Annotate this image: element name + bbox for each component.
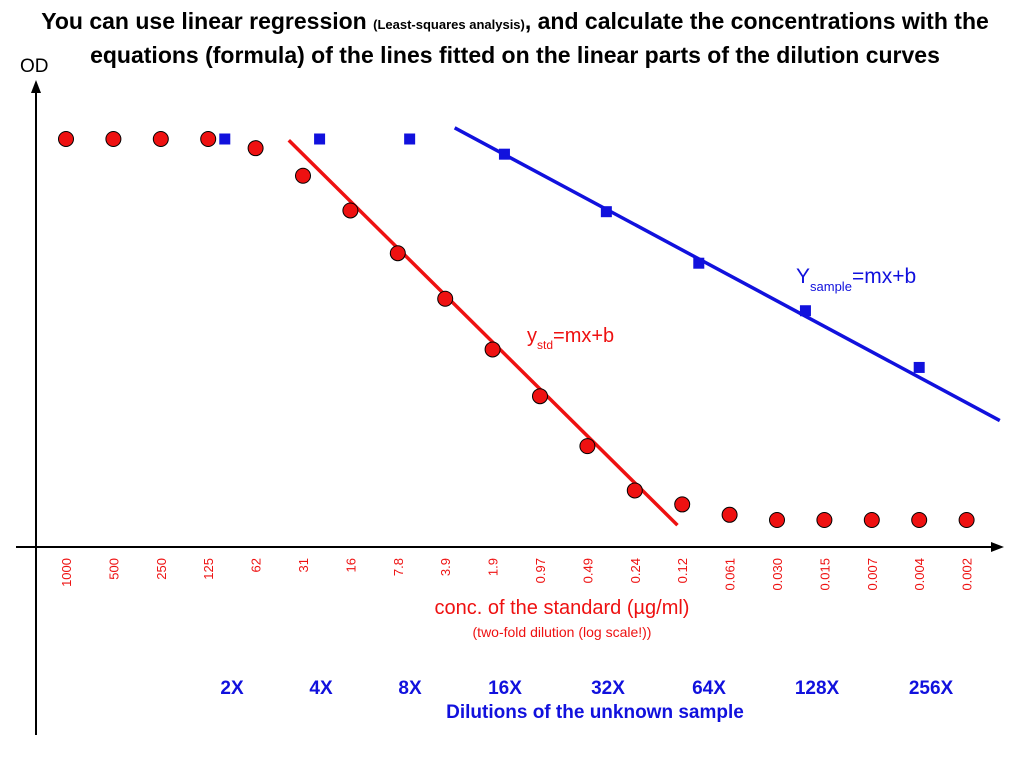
x-tick-label: 7.8 [391,558,406,576]
sample-fit-line [453,126,1001,423]
x-tick-label: 1000 [59,558,74,587]
standard-point [105,131,122,147]
data-markers [58,131,975,528]
standard-point [816,512,833,528]
dilution-caption: Dilutions of the unknown sample [446,702,744,723]
standard-point [484,341,501,358]
standard-point [532,388,548,405]
x-tick-label: 0.12 [675,558,690,583]
x-tick-label: 0.002 [960,558,975,591]
dilution-label: 8X [398,678,422,699]
sample-point [600,206,612,218]
sample-point [314,133,326,145]
dilution-label: 32X [591,678,625,699]
standard-point [721,506,738,523]
standard-equation-label: ystd=mx+b [527,325,614,352]
standard-point [579,438,596,455]
y-axis-arrow [31,80,41,93]
standard-point [769,512,785,528]
standard-point [342,202,359,219]
chart-labels: OD 1000 500 250 125 62 31 16 7.8 3.9 1.9 0.97 0.49 0.… [20,56,975,723]
standard-point [152,131,169,147]
standard-point [674,496,691,513]
x-tick-label: 500 [106,558,121,580]
x-tick-label: 125 [201,558,216,580]
x-tick-label: 3.9 [438,558,453,576]
standard-point [58,131,74,147]
x-tick-label: 62 [249,558,264,572]
standard-point [200,131,217,147]
sample-point [799,305,811,317]
y-axis-label: OD [20,56,49,77]
title-part-small: (Least-squares analysis) [373,17,525,32]
x-axis-label: conc. of the standard (µg/ml) [435,597,690,619]
standard-point [247,140,264,157]
dilution-label: 2X [220,678,244,699]
x-axis-arrow [991,542,1004,552]
x-tick-label: 0.24 [628,558,643,583]
x-tick-label: 250 [154,558,169,580]
x-axis-note: (two-fold dilution (log scale!)) [473,624,652,640]
chart-axes [16,80,1004,735]
sample-point [404,133,416,145]
sample-equation-label: Ysample=mx+b [796,265,916,294]
standard-point [626,482,643,499]
x-tick-label: 0.061 [723,558,738,591]
sample-point [913,361,925,373]
dilution-label: 4X [309,678,333,699]
dilution-label: 128X [795,678,840,699]
x-tick-label: 16 [343,558,358,572]
slide-title: You can use linear regression (Least-squ… [40,6,990,71]
sample-point [498,148,510,160]
standard-point [911,512,928,528]
x-tick-label: 0.015 [817,558,832,591]
x-tick-label: 31 [296,558,311,572]
dilution-label: 64X [692,678,726,699]
fit-lines [287,126,1001,527]
standard-point [958,512,975,528]
standard-point [295,167,311,184]
dilution-label: 16X [488,678,522,699]
standard-point [863,512,880,528]
sample-point [693,257,705,269]
x-tick-label: 0.030 [770,558,785,591]
x-tick-label: 0.49 [580,558,595,583]
dilution-label: 256X [909,678,954,699]
x-tick-label: 0.004 [912,558,927,591]
title-part-1: You can use linear regression [41,8,374,34]
sample-point [219,133,231,145]
standard-point [437,290,454,307]
x-tick-label: 1.9 [486,558,501,576]
standard-fit-line [287,138,679,527]
x-tick-label: 0.007 [865,558,880,591]
standard-point [389,245,406,262]
x-tick-label: 0.97 [533,558,548,583]
title-part-2: , and calculate the concentrations with … [90,8,989,68]
